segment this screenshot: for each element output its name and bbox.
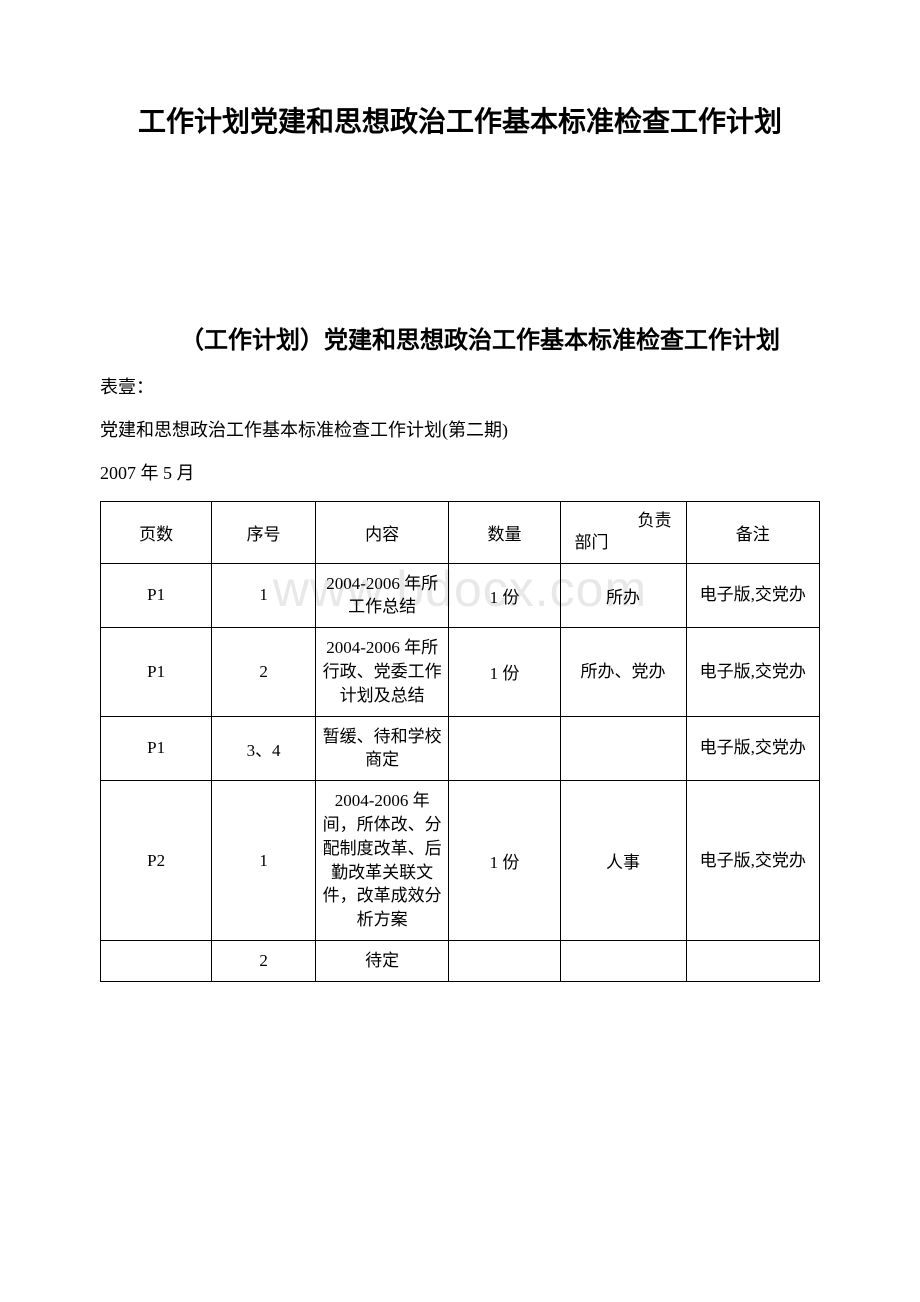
cell-num: 2	[212, 940, 316, 981]
cell-num: 1	[212, 563, 316, 628]
header-qty: 数量	[449, 502, 560, 563]
cell-dept: 人事	[560, 781, 686, 941]
header-dept: 负责 部门	[560, 502, 686, 563]
table-row: P1 3、4 暂缓、待和学校商定 电子版,交党办	[101, 716, 820, 781]
cell-dept	[560, 716, 686, 781]
cell-note: 电子版,交党办	[686, 716, 819, 781]
cell-qty	[449, 940, 560, 981]
cell-page	[101, 940, 212, 981]
cell-content: 2004-2006 年间，所体改、分配制度改革、后勤改革关联文件，改革成效分析方…	[315, 781, 448, 941]
cell-page: P1	[101, 716, 212, 781]
cell-qty: 1 份	[449, 563, 560, 628]
cell-note: 电子版,交党办	[686, 563, 819, 628]
cell-content: 2004-2006 年所工作总结	[315, 563, 448, 628]
cell-note: 电子版,交党办	[686, 628, 819, 716]
cell-qty	[449, 716, 560, 781]
cell-page: P1	[101, 628, 212, 716]
table-row: P1 2 2004-2006 年所行政、党委工作计划及总结 1 份 所办、党办 …	[101, 628, 820, 716]
plan-table: 页数 序号 内容 数量 负责 部门 备注 P1 1 2004-2006 年所工作…	[100, 501, 820, 981]
table-label: 表壹：	[100, 373, 820, 402]
document-date: 2007 年 5 月	[100, 459, 820, 488]
header-num: 序号	[212, 502, 316, 563]
cell-page: P1	[101, 563, 212, 628]
cell-num: 2	[212, 628, 316, 716]
header-dept-line2: 部门	[575, 532, 672, 554]
table-row: P1 1 2004-2006 年所工作总结 1 份 所办 电子版,交党办	[101, 563, 820, 628]
cell-dept	[560, 940, 686, 981]
cell-dept: 所办、党办	[560, 628, 686, 716]
main-title: 工作计划党建和思想政治工作基本标准检查工作计划	[100, 100, 820, 140]
header-note: 备注	[686, 502, 819, 563]
header-content: 内容	[315, 502, 448, 563]
cell-note	[686, 940, 819, 981]
cell-content: 2004-2006 年所行政、党委工作计划及总结	[315, 628, 448, 716]
cell-note: 电子版,交党办	[686, 781, 819, 941]
cell-page: P2	[101, 781, 212, 941]
table-header-row: 页数 序号 内容 数量 负责 部门 备注	[101, 502, 820, 563]
table-caption: 党建和思想政治工作基本标准检查工作计划(第二期)	[100, 416, 820, 445]
cell-num: 3、4	[212, 716, 316, 781]
cell-dept: 所办	[560, 563, 686, 628]
subtitle: （工作计划）党建和思想政治工作基本标准检查工作计划	[100, 320, 820, 355]
cell-content: 暂缓、待和学校商定	[315, 716, 448, 781]
header-dept-line1: 负责	[575, 510, 672, 532]
table-row: 2 待定	[101, 940, 820, 981]
cell-qty: 1 份	[449, 628, 560, 716]
table-row: P2 1 2004-2006 年间，所体改、分配制度改革、后勤改革关联文件，改革…	[101, 781, 820, 941]
cell-qty: 1 份	[449, 781, 560, 941]
cell-num: 1	[212, 781, 316, 941]
header-page: 页数	[101, 502, 212, 563]
cell-content: 待定	[315, 940, 448, 981]
